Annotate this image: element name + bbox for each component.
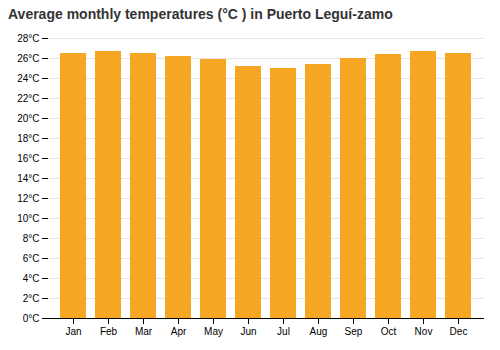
svg-text:Oct: Oct [381,326,397,337]
svg-text:Feb: Feb [100,326,118,337]
svg-text:Dec: Dec [450,326,468,337]
svg-text:Nov: Nov [415,326,433,337]
svg-text:Apr: Apr [171,326,187,337]
svg-text:28°C: 28°C [17,33,39,44]
html-text:Average monthly temperatures (: Average monthly temperatures (°C ) in Pu… [8,6,393,22]
svg-text:Mar: Mar [135,326,153,337]
svg-text:8°C: 8°C [23,233,40,244]
svg-text:Aug: Aug [310,326,328,337]
svg-text:22°C: 22°C [17,93,39,104]
svg-text:14°C: 14°C [17,173,39,184]
svg-text:Jan: Jan [65,326,81,337]
svg-text:May: May [204,326,223,337]
svg-text:18°C: 18°C [17,133,39,144]
svg-text:4°C: 4°C [23,273,40,284]
svg-text:24°C: 24°C [17,73,39,84]
svg-text:Jul: Jul [277,326,290,337]
svg-text:10°C: 10°C [17,213,39,224]
svg-text:26°C: 26°C [17,53,39,64]
svg-text:6°C: 6°C [23,253,40,264]
svg-text:16°C: 16°C [17,153,39,164]
svg-text:Sep: Sep [345,326,363,337]
svg-text:12°C: 12°C [17,193,39,204]
svg-text:2°C: 2°C [23,293,40,304]
svg-text:20°C: 20°C [17,113,39,124]
svg-text:Jun: Jun [240,326,256,337]
svg-text:0°C: 0°C [23,313,40,324]
